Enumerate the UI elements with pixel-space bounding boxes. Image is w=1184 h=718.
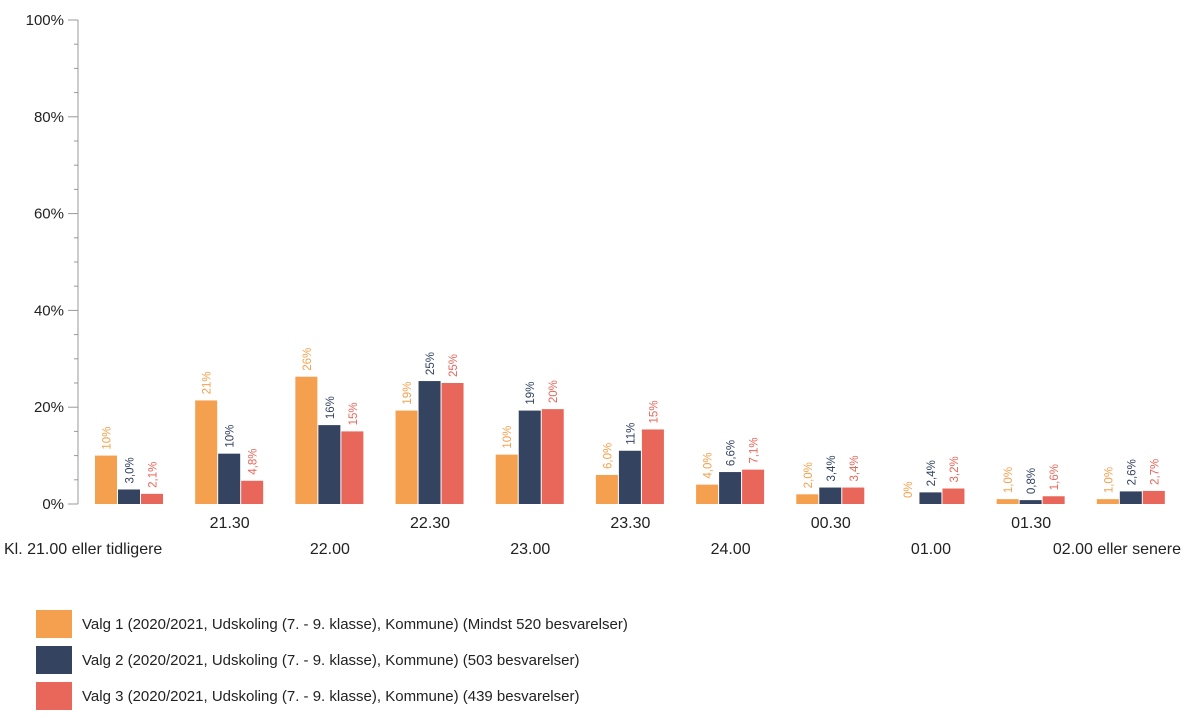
legend-swatch-series-3 bbox=[36, 682, 72, 710]
bar-series-2 bbox=[518, 410, 541, 504]
bar-series-3 bbox=[241, 480, 264, 504]
bar-series-2 bbox=[418, 381, 441, 504]
x-tick-label: 21.30 bbox=[210, 515, 250, 532]
x-tick-label: 23.00 bbox=[510, 541, 550, 558]
bar-series-2 bbox=[719, 472, 742, 504]
legend-item-series-2: Valg 2 (2020/2021, Udskoling (7. - 9. kl… bbox=[36, 646, 628, 674]
data-label-series-3: 20% bbox=[548, 380, 560, 403]
x-tick-label: Kl. 21.00 eller tidligere bbox=[4, 541, 162, 558]
data-label-series-2: 11% bbox=[625, 423, 637, 445]
data-label-series-2: 3,4% bbox=[826, 455, 838, 481]
bar-series-3 bbox=[541, 409, 564, 504]
bar-series-1 bbox=[195, 400, 218, 504]
x-tick-label: 22.00 bbox=[310, 541, 350, 558]
data-label-series-1: 1,0% bbox=[1003, 467, 1015, 493]
data-label-series-2: 25% bbox=[425, 352, 437, 375]
data-label-series-1: 10% bbox=[502, 426, 514, 449]
bar-series-3 bbox=[842, 487, 865, 504]
legend-item-series-3: Valg 3 (2020/2021, Udskoling (7. - 9. kl… bbox=[36, 682, 628, 710]
data-label-series-3: 15% bbox=[648, 400, 660, 423]
data-label-series-1: 26% bbox=[302, 348, 314, 371]
bar-series-3 bbox=[641, 429, 664, 504]
bar-series-1 bbox=[395, 410, 418, 504]
bar-series-2 bbox=[618, 450, 641, 504]
y-tick-label: 40% bbox=[34, 302, 64, 319]
bar-series-3 bbox=[942, 488, 965, 504]
bar-series-3 bbox=[441, 383, 464, 504]
bar-series-2 bbox=[218, 453, 241, 504]
bar-series-2 bbox=[819, 487, 842, 504]
x-tick-label: 00.30 bbox=[811, 515, 851, 532]
x-tick-label: 01.00 bbox=[911, 541, 951, 558]
data-label-series-2: 19% bbox=[525, 382, 537, 405]
bar-series-1 bbox=[595, 474, 618, 504]
data-label-series-2: 6,6% bbox=[726, 440, 738, 466]
bar-series-3 bbox=[141, 493, 163, 504]
bar-series-3 bbox=[1142, 490, 1165, 504]
bar-series-2 bbox=[1119, 491, 1142, 504]
data-label-series-2: 3,0% bbox=[125, 457, 137, 483]
data-label-series-3: 7,1% bbox=[749, 437, 761, 463]
bar-chart: 0% 20% 40% 60% 80% 100% 10% 21% 26% 19% 10% 6,0% 4,0… bbox=[4, 12, 1181, 558]
data-label-series-1: 0% bbox=[903, 481, 915, 498]
bar-series-2 bbox=[118, 489, 140, 504]
legend-swatch-series-1 bbox=[36, 610, 72, 638]
data-label-series-3: 3,2% bbox=[949, 456, 961, 482]
data-label-series-2: 2,6% bbox=[1126, 459, 1138, 485]
x-tick-label: 01.30 bbox=[1011, 515, 1051, 532]
bar-series-1 bbox=[95, 455, 117, 504]
bar-series-2 bbox=[318, 425, 341, 504]
legend-label-series-1: Valg 1 (2020/2021, Udskoling (7. - 9. kl… bbox=[82, 615, 628, 633]
y-tick-label: 60% bbox=[34, 206, 64, 223]
y-tick-label: 100% bbox=[26, 12, 64, 29]
data-label-series-3: 2,7% bbox=[1149, 459, 1161, 485]
bar-series-3 bbox=[341, 431, 364, 504]
data-label-series-2: 16% bbox=[325, 396, 337, 419]
data-label-series-1: 1,0% bbox=[1103, 467, 1115, 493]
data-label-series-3: 15% bbox=[348, 402, 360, 425]
legend-swatch-series-2 bbox=[36, 646, 72, 674]
legend-item-series-1: Valg 1 (2020/2021, Udskoling (7. - 9. kl… bbox=[36, 610, 628, 638]
data-label-series-1: 19% bbox=[402, 382, 414, 405]
x-tick-label: 24.00 bbox=[711, 541, 751, 558]
data-label-series-1: 6,0% bbox=[602, 443, 614, 469]
x-tick-label: 22.30 bbox=[410, 515, 450, 532]
data-label-series-3: 4,8% bbox=[248, 449, 260, 475]
y-tick-label: 0% bbox=[42, 496, 64, 513]
bar-series-1 bbox=[295, 376, 318, 504]
data-label-series-2: 0,8% bbox=[1026, 468, 1038, 494]
bar-series-1 bbox=[996, 499, 1019, 504]
y-tick-label: 20% bbox=[34, 399, 64, 416]
data-label-series-2: 2,4% bbox=[926, 460, 938, 486]
data-label-series-3: 2,1% bbox=[148, 462, 160, 488]
data-label-series-3: 25% bbox=[448, 354, 460, 377]
bar-series-3 bbox=[1042, 496, 1065, 504]
data-label-series-3: 3,4% bbox=[849, 455, 861, 481]
legend-label-series-3: Valg 3 (2020/2021, Udskoling (7. - 9. kl… bbox=[82, 687, 580, 705]
bar-series-1 bbox=[696, 484, 719, 504]
y-tick-label: 80% bbox=[34, 109, 64, 126]
data-label-series-1: 2,0% bbox=[803, 462, 815, 488]
data-label-series-1: 4,0% bbox=[703, 452, 715, 478]
data-label-series-1: 21% bbox=[202, 371, 214, 394]
bar-series-3 bbox=[742, 469, 765, 504]
x-tick-label: 02.00 eller senere bbox=[1053, 541, 1181, 558]
data-label-series-2: 10% bbox=[225, 425, 237, 448]
bar-series-1 bbox=[796, 494, 819, 504]
x-tick-label: 23.30 bbox=[610, 515, 650, 532]
bar-series-2 bbox=[1019, 500, 1042, 504]
data-label-series-1: 10% bbox=[102, 427, 114, 450]
bar-series-1 bbox=[1096, 499, 1119, 504]
legend-label-series-2: Valg 2 (2020/2021, Udskoling (7. - 9. kl… bbox=[82, 651, 580, 669]
legend: Valg 1 (2020/2021, Udskoling (7. - 9. kl… bbox=[36, 610, 628, 718]
bar-series-1 bbox=[495, 454, 518, 504]
data-label-series-3: 1,6% bbox=[1049, 464, 1061, 490]
bar-series-2 bbox=[919, 492, 942, 504]
